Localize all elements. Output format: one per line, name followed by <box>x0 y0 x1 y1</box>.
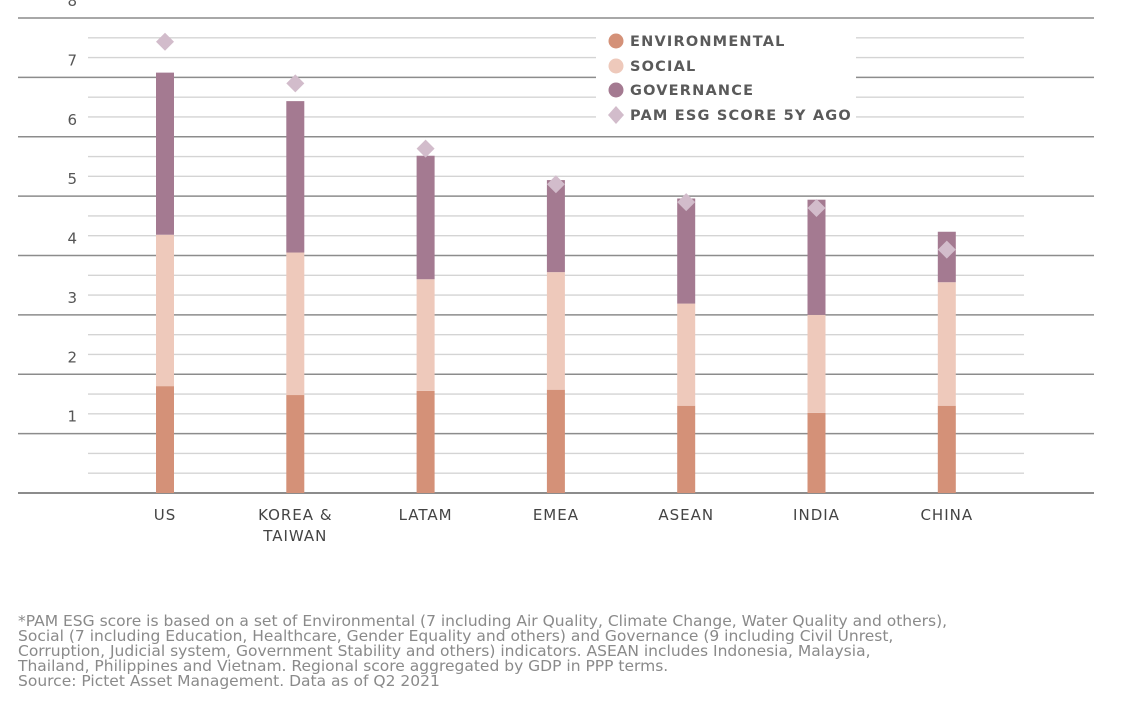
x-tick-label: KOREA & <box>258 506 332 524</box>
score-5y-ago-marker <box>416 139 435 158</box>
score-5y-ago-marker <box>156 32 174 51</box>
y-tick-label: 6 <box>67 111 77 129</box>
footnote-line: Social (7 including Education, Healthcar… <box>18 627 894 645</box>
x-tick-label: US <box>154 506 177 524</box>
x-tick-label: ASEAN <box>658 506 714 524</box>
footnote-line: Thailand, Philippines and Vietnam. Regio… <box>18 657 669 675</box>
score-5y-ago-marker <box>677 193 696 212</box>
bar-segment-social <box>807 314 826 413</box>
bar-segment-governance <box>677 198 696 304</box>
y-tick-label: 5 <box>67 170 77 188</box>
bar-segment-environmental <box>286 395 305 493</box>
y-tick-label: 8 <box>67 0 77 10</box>
legend-swatch-environmental <box>608 33 624 49</box>
y-tick-label: 4 <box>67 230 77 248</box>
bar-segment-environmental <box>546 389 565 493</box>
score-5y-ago-marker <box>286 74 305 93</box>
legend-label-governance: GOVERNANCE <box>630 83 754 99</box>
bar-segment-social <box>937 282 956 406</box>
stacked-bar-chart: 1 2 3 4 5 6 7 8 US KOREA & TAIWAN LATAM EMEA ASEAN IN… <box>18 0 1094 545</box>
score-5y-ago-marker <box>807 199 826 217</box>
bar-segment-social <box>156 234 174 387</box>
bar-segment-environmental <box>807 412 826 493</box>
score-5y-ago-marker <box>937 240 956 259</box>
y-tick-label: 2 <box>67 348 77 366</box>
footnote: *PAM ESG score is based on a set of Envi… <box>18 612 1113 690</box>
bar-segment-governance <box>546 180 565 273</box>
footnote-line: Corruption, Judicial system, Government … <box>18 642 871 660</box>
x-tick-label: LATAM <box>399 506 453 524</box>
bar-segment-environmental <box>416 390 435 493</box>
y-tick-label: 3 <box>67 289 77 307</box>
score-5y-ago-markers <box>156 32 956 259</box>
legend-background <box>596 26 856 130</box>
x-tick-label: TAIWAN <box>262 527 327 545</box>
footnote-line: Source: Pictet Asset Management. Data as… <box>18 672 440 690</box>
bar-segment-environmental <box>677 405 696 493</box>
legend-swatch-social <box>608 58 624 74</box>
score-5y-ago-marker <box>546 175 565 194</box>
bar-segment-social <box>286 252 305 396</box>
x-tick-label: INDIA <box>793 506 840 524</box>
bar-segment-governance <box>156 72 174 235</box>
legend-swatch-diamond-icon <box>608 106 624 124</box>
x-tick-label: EMEA <box>533 506 579 524</box>
bar-segment-governance <box>416 155 435 280</box>
bar-segment-environmental <box>156 386 174 493</box>
y-axis-ticks: 1 2 3 4 5 6 7 8 <box>67 0 77 426</box>
x-tick-label: CHINA <box>920 506 973 524</box>
x-axis-labels: US KOREA & TAIWAN LATAM EMEA ASEAN INDIA CHINA <box>154 506 973 545</box>
bars <box>156 72 956 493</box>
bar-segment-governance <box>286 101 305 253</box>
legend-label-social: SOCIAL <box>630 59 696 75</box>
bar-segment-social <box>546 272 565 390</box>
y-tick-label: 7 <box>67 51 77 69</box>
bar-segment-environmental <box>937 405 956 493</box>
y-tick-label: 1 <box>67 408 77 426</box>
bar-segment-social <box>416 279 435 391</box>
legend: ENVIRONMENTAL SOCIAL GOVERNANCE PAM ESG … <box>596 26 856 130</box>
legend-label-environmental: ENVIRONMENTAL <box>630 34 786 50</box>
legend-swatch-governance <box>608 82 624 98</box>
bar-segment-social <box>677 303 696 406</box>
bar-segment-governance <box>807 199 826 315</box>
footnote-line: *PAM ESG score is based on a set of Envi… <box>18 612 948 630</box>
legend-label-score-5y-ago: PAM ESG SCORE 5Y AGO <box>630 108 852 124</box>
